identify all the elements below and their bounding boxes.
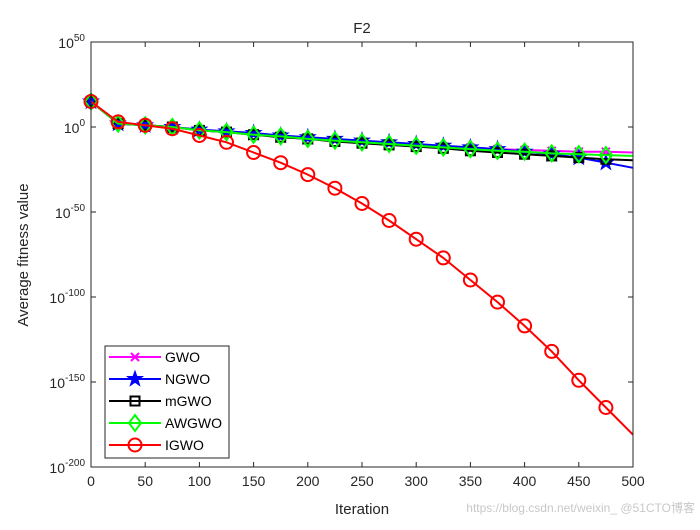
- axes-box: [90, 41, 634, 468]
- x-tick-label: 100: [188, 473, 212, 489]
- data-point-igwo: [137, 117, 153, 133]
- legend-marker: [127, 437, 143, 453]
- data-point-igwo: [219, 134, 234, 150]
- data-point-awgwo: [354, 132, 370, 152]
- data-point-awgwo: [273, 126, 288, 147]
- legend-marker: [129, 395, 141, 407]
- data-point-igwo: [544, 343, 560, 359]
- data-point-awgwo: [408, 136, 424, 156]
- series-line-awgwo: [90, 100, 634, 157]
- data-point-igwo: [408, 231, 424, 247]
- data-point-igwo: [246, 145, 262, 160]
- data-point-ngwo: [244, 123, 263, 141]
- legend-marker: [130, 352, 140, 362]
- data-point-awgwo: [598, 145, 614, 165]
- legend: GWO NGWO mGWO AWGWO IGWO: [104, 345, 230, 459]
- y-tick-label: 10-200: [49, 458, 85, 476]
- legend-marker: [127, 413, 143, 433]
- x-marker-stroke: [130, 352, 140, 362]
- x-tick-label: 150: [242, 473, 266, 489]
- legend-label: AWGWO: [165, 415, 222, 431]
- data-point-awgwo: [381, 134, 397, 154]
- legend-item-mgwo: mGWO: [109, 393, 212, 409]
- data-point-igwo: [191, 128, 207, 143]
- x-tick-label: 200: [296, 473, 320, 489]
- data-point-awgwo: [110, 113, 126, 134]
- data-point-awgwo: [436, 137, 451, 158]
- y-tick-label: 10-50: [55, 203, 85, 221]
- series-igwo: [83, 94, 634, 436]
- data-point-igwo: [354, 196, 370, 211]
- data-point-awgwo: [219, 122, 234, 142]
- x-tick-label: 400: [513, 473, 537, 489]
- data-point-awgwo: [517, 142, 532, 162]
- x-tick-label: 350: [459, 473, 483, 489]
- legend-item-awgwo: AWGWO: [109, 413, 222, 433]
- legend-label: NGWO: [165, 371, 210, 387]
- data-point-igwo: [462, 272, 478, 288]
- x-tick-label: 500: [621, 473, 645, 489]
- y-axis-label: Average fitness value: [15, 183, 32, 326]
- data-point-ngwo: [271, 125, 290, 144]
- data-point-igwo: [300, 167, 316, 183]
- data-point-awgwo: [571, 144, 587, 164]
- data-point-igwo: [273, 155, 289, 171]
- data-point-igwo: [490, 294, 505, 310]
- series-line-igwo: [90, 100, 634, 436]
- data-point-ngwo: [217, 121, 236, 140]
- data-point-awgwo: [137, 115, 153, 135]
- legend-marker: [125, 369, 145, 387]
- y-tick-label: 10-150: [49, 373, 85, 391]
- x-tick-label: 0: [87, 473, 95, 489]
- y-tick-label: 10-100: [49, 288, 85, 306]
- data-point-ngwo: [298, 127, 317, 145]
- data-point-awgwo: [192, 120, 207, 141]
- data-point-igwo: [164, 121, 180, 137]
- legend-label: mGWO: [165, 393, 212, 409]
- legend-label: IGWO: [165, 437, 204, 453]
- chart-title: F2: [353, 20, 371, 37]
- legend-item-gwo: GWO: [109, 349, 200, 365]
- x-tick-label: 50: [137, 473, 153, 489]
- data-point-awgwo: [463, 139, 478, 159]
- x-tick-label: 450: [567, 473, 591, 489]
- y-tick-label: 1050: [58, 33, 85, 51]
- data-point-igwo: [571, 372, 587, 388]
- data-point-igwo: [381, 213, 397, 228]
- data-point-igwo: [110, 114, 126, 130]
- data-point-awgwo: [300, 129, 316, 149]
- data-point-awgwo: [327, 130, 343, 151]
- data-point-awgwo: [544, 143, 559, 164]
- data-point-igwo: [598, 400, 614, 415]
- data-point-igwo: [435, 250, 451, 266]
- legend-item-ngwo: NGWO: [109, 369, 210, 387]
- x-tick-label: 300: [405, 473, 429, 489]
- y-tick-label: 100: [64, 118, 86, 136]
- data-point-awgwo: [246, 125, 261, 145]
- legend-label: GWO: [165, 349, 200, 365]
- watermark: https://blog.csdn.net/weixin_ @51CTO博客: [466, 500, 695, 515]
- data-point-igwo: [327, 180, 343, 196]
- legend-item-igwo: IGWO: [109, 437, 204, 453]
- x-axis-label: Iteration: [335, 501, 389, 518]
- x-tick-label: 250: [350, 473, 374, 489]
- data-point-awgwo: [490, 141, 505, 161]
- data-point-igwo: [517, 318, 533, 334]
